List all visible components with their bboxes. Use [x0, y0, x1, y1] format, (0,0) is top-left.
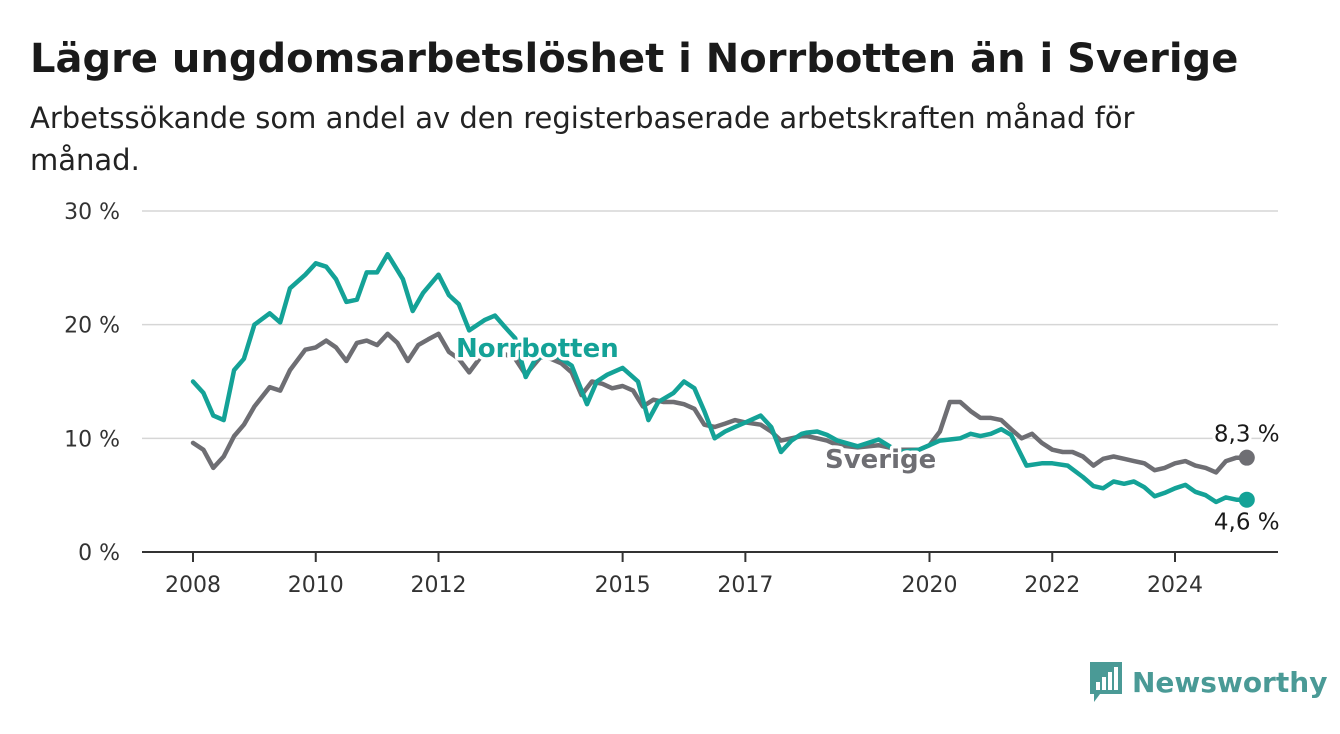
chart-subtitle: Arbetssökande som andel av den registerb… [30, 101, 1135, 177]
brand-logo: Newsworthy [1088, 660, 1327, 704]
y-tick-label: 30 % [64, 200, 120, 225]
x-tick-label: 2017 [717, 573, 773, 598]
end-point-sverige [1238, 449, 1255, 466]
brand-name: Newsworthy [1132, 665, 1328, 699]
series-line-norrbotten [190, 251, 1250, 505]
x-tick-label: 2010 [288, 573, 344, 598]
end-value-label-norrbotten: 4,6 % [1214, 510, 1280, 536]
end-value-label-sverige: 8,3 % [1214, 422, 1280, 448]
series-label-sverige: Sverige [825, 445, 936, 475]
x-tick-label: 2012 [411, 573, 467, 598]
series-labels: Norrbotten Sverige 8,3 % 4,6 % [453, 331, 1283, 539]
end-point-norrbotten [1238, 491, 1255, 508]
grid-lines [142, 210, 1278, 440]
x-tick-label: 2008 [165, 573, 221, 598]
series-label-norrbotten: Norrbotten [456, 334, 619, 364]
series-lines [190, 251, 1255, 508]
x-tick-label: 2022 [1024, 573, 1080, 598]
x-axis: 2008 2010 2012 2015 2017 2020 2022 2024 [142, 551, 1278, 598]
series-line-sverige [190, 331, 1250, 475]
y-axis: 0 % 10 % 20 % 30 % [64, 200, 120, 566]
x-tick-label: 2015 [595, 573, 651, 598]
y-tick-label: 0 % [78, 541, 120, 566]
x-tick-label: 2024 [1147, 573, 1203, 598]
y-tick-label: 10 % [64, 427, 120, 452]
chart-title: Lägre ungdomsarbetslöshet i Norrbotten ä… [30, 36, 1239, 82]
y-tick-label: 20 % [64, 314, 120, 339]
newsworthy-chart-logo-icon [1090, 662, 1122, 702]
x-tick-label: 2020 [902, 573, 958, 598]
